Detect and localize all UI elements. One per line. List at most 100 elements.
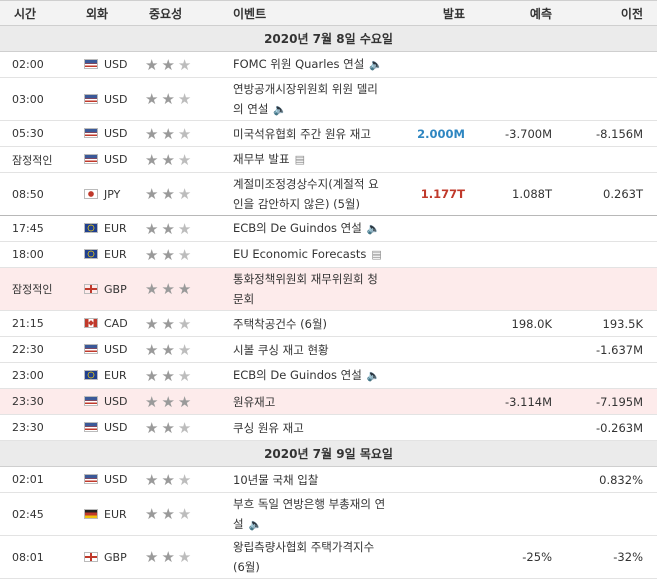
importance-stars: ★★★ [135, 466, 219, 493]
event-row[interactable]: 08:50 JPY ★★★ 계절미조정경상수지(계절적 요인을 감안하지 않은) (5… [0, 172, 657, 216]
event-row[interactable]: 잠정적인 GBP ★★★ 통화정책위원회 재무위원회 청문회 [0, 267, 657, 311]
star-icon: ★ [145, 314, 162, 333]
header-row: 시간 외화 중요성 이벤트 발표 예측 이전 [0, 0, 657, 26]
event-cell[interactable]: 왕립측량사협회 주택가격지수 (6월) [219, 535, 393, 579]
event-forecast: -3.700M [479, 120, 566, 147]
header-time[interactable]: 시간 [0, 0, 72, 26]
event-actual [393, 267, 479, 311]
star-icon: ★ [177, 470, 195, 489]
event-title[interactable]: 쿠싱 원유 재고 [233, 420, 304, 435]
star-icon: ★ [177, 185, 195, 203]
event-cell[interactable]: 통화정책위원회 재무위원회 청문회 [219, 267, 393, 311]
event-time: 잠정적인 [0, 146, 72, 173]
event-cell[interactable]: 미국석유협회 주간 원유 재고 [219, 120, 393, 147]
star-icon: ★ [145, 280, 162, 298]
event-title[interactable]: 시볼 쿠싱 재고 현황 [233, 342, 329, 357]
event-previous: 193.5K [566, 310, 657, 337]
event-time: 05:30 [0, 120, 72, 147]
event-row[interactable]: 17:45 EUR ★★★ ECB의 De Guindos 연설 🔈 [0, 215, 657, 242]
event-cell[interactable]: 시볼 쿠싱 재고 현황 [219, 336, 393, 363]
event-forecast [479, 267, 566, 311]
header-actual[interactable]: 발표 [393, 0, 479, 26]
event-row[interactable]: 18:00 EUR ★★★ EU Economic Forecasts ▤ [0, 241, 657, 268]
currency-code: USD [104, 127, 128, 140]
document-icon: ▤ [371, 248, 382, 261]
event-cell[interactable]: 부흐 독일 연방은행 부총재의 연설 🔈 [219, 492, 393, 536]
star-icon: ★ [145, 548, 162, 566]
flag-eu-icon [84, 370, 98, 380]
event-cell[interactable]: 주택착공건수 (6월) [219, 310, 393, 337]
event-row[interactable]: 02:01 USD ★★★ 10년물 국채 입찰 0.832% [0, 466, 657, 493]
event-actual: 2.000M [393, 120, 479, 147]
currency-code: EUR [104, 369, 127, 382]
event-title[interactable]: 10년물 국채 입찰 [233, 472, 319, 487]
event-row[interactable]: 03:00 USD ★★★ 연방공개시장위원회 위원 델리의 연설 🔈 [0, 77, 657, 121]
event-cell[interactable]: FOMC 위원 Quarles 연설 🔈 [219, 51, 393, 78]
event-forecast [479, 492, 566, 536]
date-row: 2020년 7월 8일 수요일 [0, 25, 657, 52]
event-title[interactable]: 원유재고 [233, 394, 276, 409]
event-forecast [479, 414, 566, 441]
event-title[interactable]: 왕립측량사협회 주택가격지수 (6월) [233, 540, 375, 574]
event-cell[interactable]: 원유재고 [219, 388, 393, 415]
event-time: 21:15 [0, 310, 72, 337]
header-previous[interactable]: 이전 [566, 0, 657, 26]
event-row[interactable]: 22:30 USD ★★★ 시볼 쿠싱 재고 현황 -1.637M [0, 336, 657, 363]
event-forecast [479, 215, 566, 242]
importance-stars: ★★★ [135, 414, 219, 441]
event-cell[interactable]: ECB의 De Guindos 연설 🔈 [219, 215, 393, 242]
event-row[interactable]: 23:00 EUR ★★★ ECB의 De Guindos 연설 🔈 [0, 362, 657, 389]
event-row[interactable]: 08:01 GBP ★★★ 왕립측량사협회 주택가격지수 (6월) -25% -32% [0, 535, 657, 579]
star-icon: ★ [177, 392, 195, 411]
event-actual [393, 215, 479, 242]
event-title[interactable]: 계절미조정경상수지(계절적 요인을 감안하지 않은) (5월) [233, 177, 379, 211]
header-event[interactable]: 이벤트 [219, 0, 393, 26]
event-row[interactable]: 23:30 USD ★★★ 쿠싱 원유 재고 -0.263M [0, 414, 657, 441]
header-forecast[interactable]: 예측 [479, 0, 566, 26]
event-cell[interactable]: 재무부 발표 ▤ [219, 146, 393, 173]
event-row[interactable]: 21:15 CAD ★★★ 주택착공건수 (6월) 198.0K 193.5K [0, 310, 657, 337]
flag-us-icon [84, 422, 98, 432]
event-cell[interactable]: 연방공개시장위원회 위원 델리의 연설 🔈 [219, 77, 393, 121]
event-title[interactable]: ECB의 De Guindos 연설 [233, 368, 362, 382]
event-row[interactable]: 02:00 USD ★★★ FOMC 위원 Quarles 연설 🔈 [0, 51, 657, 78]
event-cell[interactable]: EU Economic Forecasts ▤ [219, 241, 393, 268]
event-title[interactable]: EU Economic Forecasts [233, 247, 367, 261]
event-row[interactable]: 02:45 EUR ★★★ 부흐 독일 연방은행 부총재의 연설 🔈 [0, 492, 657, 536]
event-title[interactable]: 부흐 독일 연방은행 부총재의 연설 [233, 496, 386, 531]
speaker-icon: 🔈 [366, 222, 381, 235]
event-cell[interactable]: 쿠싱 원유 재고 [219, 414, 393, 441]
event-actual [393, 414, 479, 441]
event-cell[interactable]: 10년물 국채 입찰 [219, 466, 393, 493]
event-cell[interactable]: ECB의 De Guindos 연설 🔈 [219, 362, 393, 389]
header-currency[interactable]: 외화 [72, 0, 135, 26]
currency-code: USD [104, 58, 128, 71]
event-title[interactable]: 재무부 발표 [233, 152, 290, 166]
event-title[interactable]: ECB의 De Guindos 연설 [233, 221, 362, 235]
star-icon: ★ [145, 418, 162, 437]
header-importance[interactable]: 중요성 [135, 0, 219, 26]
star-icon: ★ [145, 505, 162, 523]
event-actual [393, 388, 479, 415]
star-icon: ★ [161, 90, 178, 108]
event-previous: -32% [566, 535, 657, 579]
event-row[interactable]: 잠정적인 USD ★★★ 재무부 발표 ▤ [0, 146, 657, 173]
event-row[interactable]: 05:30 USD ★★★ 미국석유협회 주간 원유 재고 2.000M -3.700M -… [0, 120, 657, 147]
event-cell[interactable]: 계절미조정경상수지(계절적 요인을 감안하지 않은) (5월) [219, 172, 393, 216]
flag-jp-icon [84, 188, 98, 199]
star-icon: ★ [161, 366, 178, 385]
star-icon: ★ [177, 418, 195, 437]
event-title[interactable]: 주택착공건수 (6월) [233, 316, 328, 331]
star-icon: ★ [145, 366, 162, 385]
star-icon: ★ [145, 219, 162, 238]
event-previous: -8.156M [566, 120, 657, 147]
event-title[interactable]: 통화정책위원회 재무위원회 청문회 [233, 272, 378, 306]
event-title[interactable]: 미국석유협회 주간 원유 재고 [233, 126, 371, 141]
event-title[interactable]: FOMC 위원 Quarles 연설 [233, 57, 365, 71]
event-row[interactable]: 23:30 USD ★★★ 원유재고 -3.114M -7.195M [0, 388, 657, 415]
event-title[interactable]: 연방공개시장위원회 위원 델리의 연설 [233, 81, 378, 116]
speaker-icon: 🔈 [369, 58, 383, 71]
event-actual [393, 77, 479, 121]
star-icon: ★ [177, 219, 195, 238]
